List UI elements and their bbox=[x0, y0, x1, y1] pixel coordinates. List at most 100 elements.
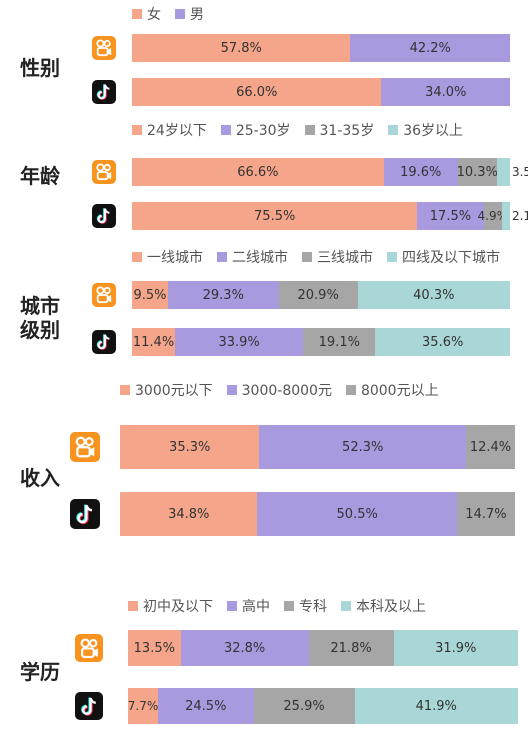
bar-segment: 50.5% bbox=[257, 492, 457, 536]
bar-segment: 3.5% bbox=[496, 158, 528, 186]
data-label: 7.7% bbox=[127, 699, 159, 713]
legend: 3000元以下 3000-8000元 8000元以上 bbox=[120, 380, 453, 400]
legend-swatch bbox=[220, 125, 231, 135]
data-label: 17.5% bbox=[429, 208, 472, 224]
stacked-bar: 75.5% 17.5% 4.9%2.1% bbox=[132, 202, 528, 230]
data-label: 20.9% bbox=[297, 287, 339, 303]
legend-item: 8000元以上 bbox=[345, 380, 439, 400]
data-label: 13.5% bbox=[133, 640, 175, 656]
legend-item: 一线城市 bbox=[132, 247, 203, 267]
legend-item: 31-35岁 bbox=[304, 120, 374, 140]
legend-item: 女 bbox=[132, 4, 161, 24]
data-label: 19.6% bbox=[400, 164, 442, 180]
stacked-bar: 34.8% 50.5% 14.7% bbox=[120, 492, 515, 536]
data-label: 2.1% bbox=[511, 209, 528, 223]
data-label: 34.8% bbox=[168, 506, 210, 522]
data-label: 35.6% bbox=[422, 334, 464, 350]
bar-segment: 10.3% bbox=[456, 158, 498, 186]
kuaishou-icon bbox=[92, 36, 116, 60]
data-label: 25.9% bbox=[283, 698, 325, 714]
bar-segment: 66.6% bbox=[132, 158, 384, 186]
legend-item: 高中 bbox=[227, 596, 270, 616]
legend-item: 24岁以下 bbox=[132, 120, 207, 140]
bar-segment: 4.9% bbox=[478, 202, 508, 230]
bar-segment: 34.8% bbox=[120, 492, 258, 536]
legend-swatch bbox=[132, 9, 142, 19]
bar-segment: 2.1% bbox=[502, 202, 528, 230]
bar-segment: 13.5% bbox=[128, 630, 181, 666]
legend-swatch bbox=[217, 252, 227, 262]
bar-segment: 52.3% bbox=[259, 425, 466, 469]
legend-swatch bbox=[227, 601, 237, 611]
stacked-bar: 13.5% 32.8% 21.8% 31.9% bbox=[128, 630, 518, 666]
data-label: 41.9% bbox=[415, 698, 457, 714]
bar-segment: 32.8% bbox=[180, 630, 309, 666]
legend-swatch bbox=[175, 9, 185, 19]
legend-swatch bbox=[128, 601, 138, 611]
legend-item: 初中及以下 bbox=[128, 596, 213, 616]
legend-label: 男 bbox=[190, 7, 204, 23]
legend-label: 一线城市 bbox=[147, 250, 203, 266]
legend-label: 初中及以下 bbox=[143, 599, 213, 615]
bar-segment: 14.7% bbox=[456, 492, 515, 536]
stacked-bar: 7.7% 24.5% 25.9% 41.9% bbox=[128, 688, 518, 724]
stacked-bar: 11.4% 33.9% 19.1% 35.6% bbox=[132, 328, 510, 356]
legend-label: 专科 bbox=[299, 599, 327, 615]
douyin-icon bbox=[75, 692, 103, 720]
bar-segment: 35.3% bbox=[120, 425, 260, 469]
kuaishou-icon bbox=[92, 160, 116, 184]
bar-segment: 57.8% bbox=[132, 34, 351, 62]
kuaishou-icon bbox=[92, 283, 116, 307]
bar-segment: 7.7% bbox=[128, 688, 158, 724]
legend-swatch bbox=[387, 252, 397, 262]
bar-segment: 35.6% bbox=[375, 328, 510, 356]
legend-item: 男 bbox=[175, 4, 204, 24]
bar-segment: 25.9% bbox=[253, 688, 355, 724]
legend-label: 24岁以下 bbox=[147, 123, 207, 139]
data-label: 50.5% bbox=[336, 506, 378, 522]
data-label: 32.8% bbox=[223, 640, 266, 656]
kuaishou-icon bbox=[70, 432, 100, 462]
legend-swatch bbox=[120, 385, 130, 395]
stacked-bar: 57.8% 42.2% bbox=[132, 34, 510, 62]
legend-label: 3000-8000元 bbox=[241, 383, 332, 399]
data-label: 66.6% bbox=[237, 164, 279, 180]
data-label: 34.0% bbox=[425, 84, 467, 100]
bar-segment: 42.2% bbox=[350, 34, 510, 62]
chart-title: 性别 bbox=[20, 56, 60, 80]
bar-segment: 33.9% bbox=[175, 328, 304, 356]
bar-segment: 12.4% bbox=[466, 425, 515, 469]
bar-segment: 11.4% bbox=[132, 328, 176, 356]
legend-label: 女 bbox=[147, 7, 161, 23]
douyin-icon bbox=[92, 204, 116, 228]
legend-swatch bbox=[226, 385, 237, 395]
legend-swatch bbox=[284, 601, 294, 611]
data-label: 11.4% bbox=[132, 334, 175, 350]
legend-swatch bbox=[345, 385, 356, 395]
douyin-icon bbox=[92, 80, 116, 104]
legend-swatch bbox=[132, 252, 142, 262]
legend-item: 四线及以下城市 bbox=[387, 247, 500, 267]
legend-swatch bbox=[388, 125, 399, 135]
data-label: 10.3% bbox=[456, 164, 498, 180]
data-label: 19.1% bbox=[318, 334, 360, 350]
bar-segment: 21.8% bbox=[308, 630, 394, 666]
legend: 24岁以下 25-30岁 31-35岁 36岁以上 bbox=[132, 120, 477, 140]
legend-item: 3000元以下 bbox=[120, 380, 213, 400]
stacked-bar: 66.0% 34.0% bbox=[132, 78, 510, 106]
data-label: 21.8% bbox=[330, 640, 372, 656]
legend-item: 专科 bbox=[284, 596, 327, 616]
legend-label: 25-30岁 bbox=[235, 123, 291, 139]
bar-segment: 24.5% bbox=[158, 688, 254, 724]
data-label: 52.3% bbox=[342, 439, 384, 455]
legend-label: 四线及以下城市 bbox=[402, 250, 500, 266]
kuaishou-icon bbox=[75, 634, 103, 662]
legend: 女男 bbox=[132, 4, 218, 24]
data-label: 12.4% bbox=[469, 439, 512, 455]
legend: 一线城市 二线城市 三线城市 四线及以下城市 bbox=[132, 247, 514, 267]
legend-label: 36岁以上 bbox=[403, 123, 464, 139]
bar-segment: 34.0% bbox=[381, 78, 510, 106]
chart-title: 学历 bbox=[20, 660, 60, 684]
data-label: 42.2% bbox=[409, 40, 451, 56]
legend-label: 三线城市 bbox=[317, 250, 373, 266]
